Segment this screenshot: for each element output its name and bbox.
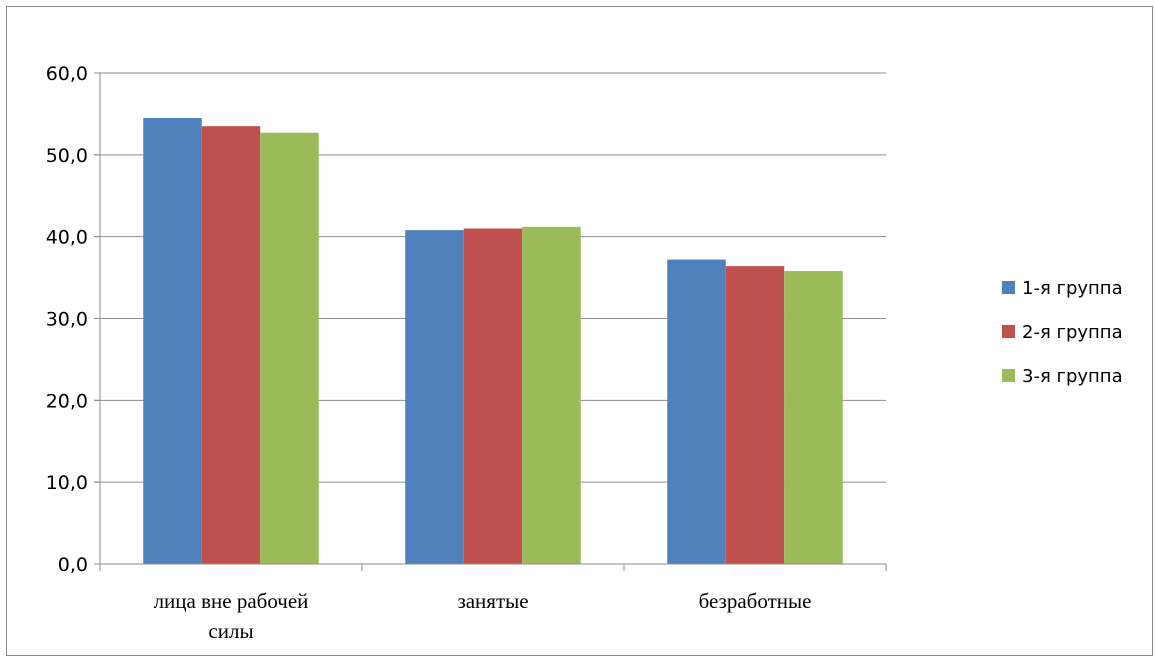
bar [667,259,726,564]
legend-swatch [1002,369,1015,382]
y-tick-label: 50,0 [46,145,88,167]
x-category-label: силы [208,619,253,643]
bar [522,226,581,564]
legend-label: 3-я группа [1022,366,1123,387]
x-category-label: лица вне рабочей [154,589,309,613]
x-axis-categories: лица вне рабочей силы занятые безработные [154,589,812,643]
y-tick-label: 20,0 [46,390,88,412]
bar [463,228,523,564]
bars [143,118,843,565]
axes [94,73,887,571]
bar [725,266,785,564]
legend: 1-я группа 2-я группа 3-я группа [1002,278,1123,387]
y-tick-label: 30,0 [46,309,88,331]
legend-label: 1-я группа [1022,278,1123,299]
y-axis-ticks: 0,0 10,0 20,0 30,0 40,0 50,0 60,0 [46,63,100,576]
legend-label: 2-я группа [1022,322,1123,343]
y-tick-label: 40,0 [46,227,88,249]
x-category-label: занятые [457,589,528,613]
y-tick-label: 10,0 [46,472,88,494]
bar [201,126,261,565]
legend-swatch [1002,325,1015,338]
y-tick-label: 60,0 [46,63,88,85]
legend-swatch [1002,281,1015,294]
x-category-label: безработные [699,589,812,613]
bar [405,230,464,564]
y-tick-label: 0,0 [58,554,88,576]
bar [784,271,843,564]
bar [143,118,202,564]
bar [260,132,319,564]
